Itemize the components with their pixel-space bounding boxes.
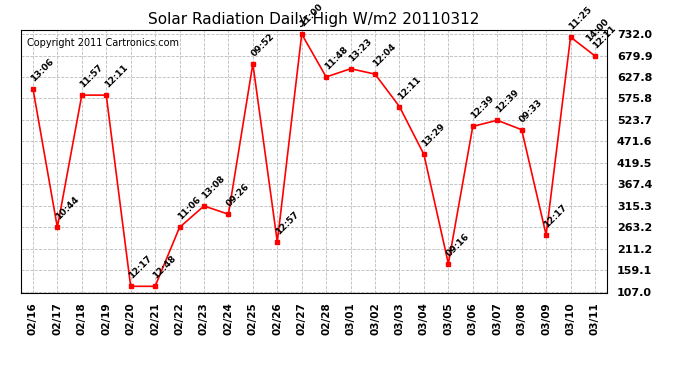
Text: 14:00
12:11: 14:00 12:11 xyxy=(584,16,618,50)
Title: Solar Radiation Daily High W/m2 20110312: Solar Radiation Daily High W/m2 20110312 xyxy=(148,12,480,27)
Text: 12:57: 12:57 xyxy=(274,210,300,236)
Text: 12:17: 12:17 xyxy=(127,254,154,281)
Text: 11:06: 11:06 xyxy=(176,195,202,222)
Text: 09:52: 09:52 xyxy=(249,32,276,58)
Text: 12:39: 12:39 xyxy=(469,94,496,121)
Text: 12:39: 12:39 xyxy=(493,88,520,115)
Text: 09:33: 09:33 xyxy=(518,98,544,124)
Text: 12:11: 12:11 xyxy=(103,63,129,90)
Text: 12:48: 12:48 xyxy=(152,254,178,281)
Text: 09:16: 09:16 xyxy=(445,231,471,258)
Text: 11:00: 11:00 xyxy=(298,2,324,28)
Text: 12:11: 12:11 xyxy=(396,75,422,101)
Text: 10:44: 10:44 xyxy=(54,195,81,222)
Text: Copyright 2011 Cartronics.com: Copyright 2011 Cartronics.com xyxy=(26,38,179,48)
Text: 13:23: 13:23 xyxy=(347,37,373,63)
Text: 13:08: 13:08 xyxy=(200,174,227,200)
Text: 09:26: 09:26 xyxy=(225,182,251,209)
Text: 11:25: 11:25 xyxy=(567,5,593,32)
Text: 13:29: 13:29 xyxy=(420,122,447,149)
Text: 11:57: 11:57 xyxy=(78,63,105,90)
Text: 11:48: 11:48 xyxy=(323,45,349,71)
Text: 13:06: 13:06 xyxy=(30,57,56,83)
Text: 12:17: 12:17 xyxy=(542,202,569,229)
Text: 12:04: 12:04 xyxy=(371,42,398,69)
